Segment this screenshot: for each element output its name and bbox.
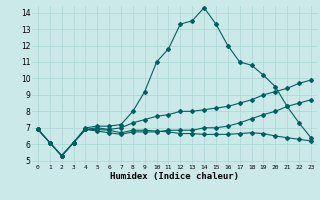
X-axis label: Humidex (Indice chaleur): Humidex (Indice chaleur) bbox=[110, 172, 239, 181]
